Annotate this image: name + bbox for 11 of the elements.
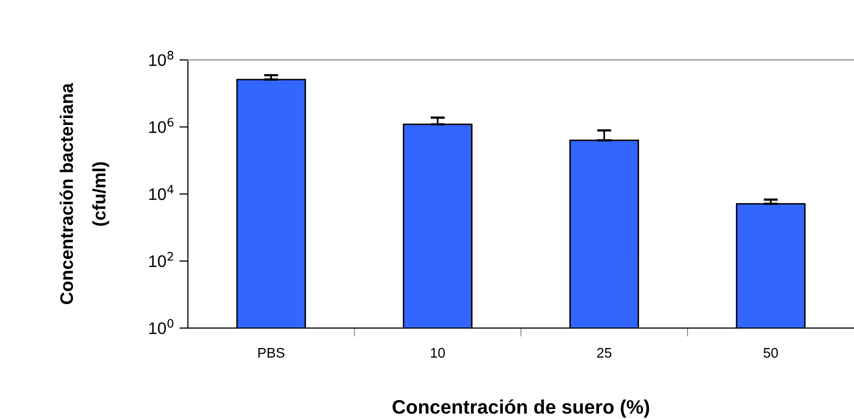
y-tick-label: 10$^{2}$ xyxy=(149,252,173,268)
x-tick-label: 25 xyxy=(597,348,612,358)
y-tick-label: 10$^{0}$ xyxy=(149,318,174,334)
x-axis-title: Concentración de suero (%) xyxy=(392,399,650,418)
x-tick-label: 50 xyxy=(764,348,778,358)
y-tick-label: 10$^{6}$ xyxy=(149,118,174,134)
x-tick-label: PBS xyxy=(258,348,284,358)
y-tick-label: 10$^{8}$ xyxy=(149,50,174,66)
y-axis-title: Concentración bacteriana (cfu/ml) xyxy=(60,83,110,304)
y-tick-label: 10$^{4}$ xyxy=(149,185,174,200)
x-tick-label: 10 xyxy=(431,348,445,358)
